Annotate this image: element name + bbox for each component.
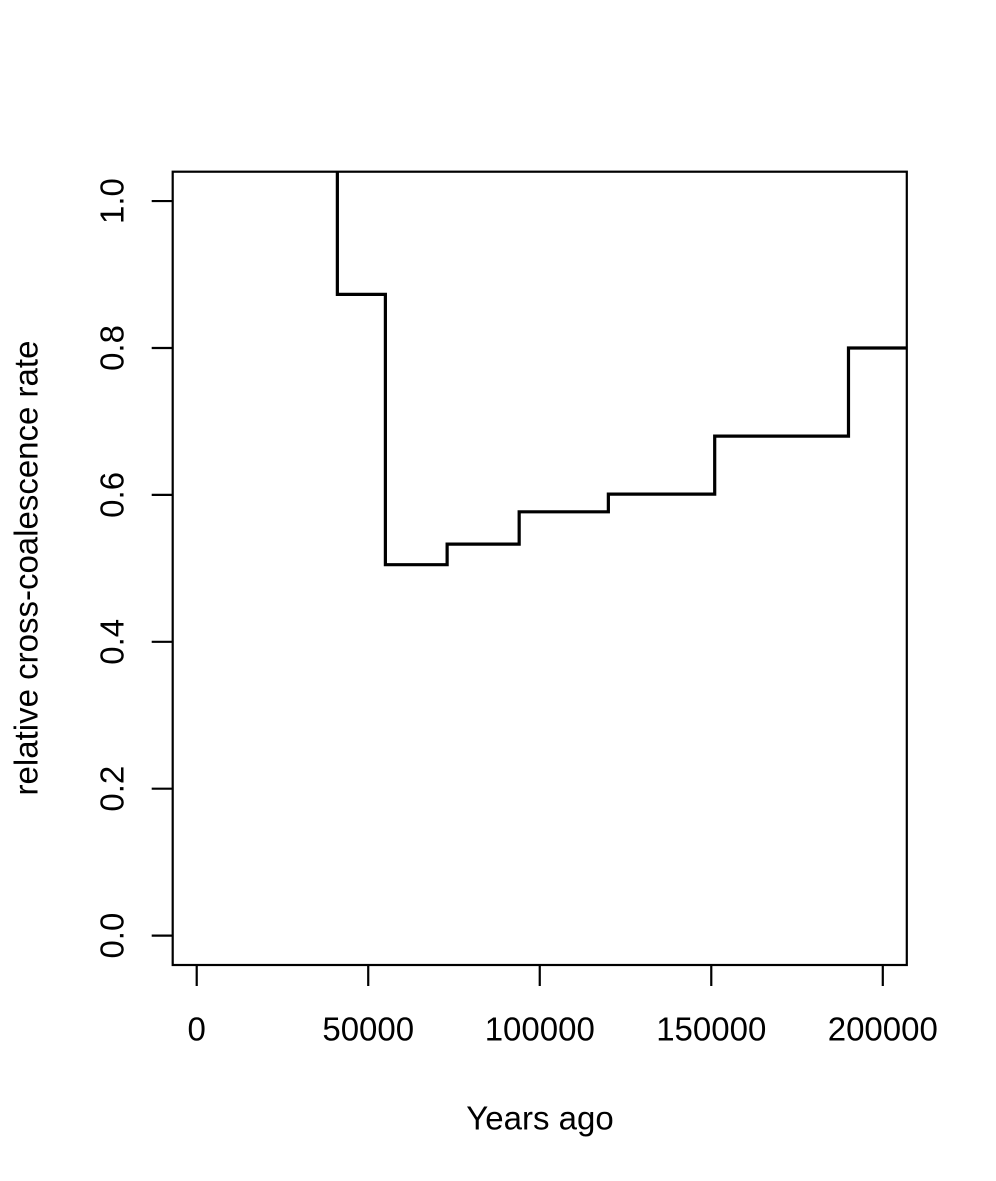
- y-tick-label: 1.0: [94, 178, 131, 224]
- y-tick-label: 0.2: [94, 766, 131, 812]
- x-tick-label: 200000: [828, 1011, 938, 1048]
- x-tick-label: 50000: [322, 1011, 414, 1048]
- y-tick-label: 0.4: [94, 619, 131, 665]
- y-tick-label: 0.0: [94, 913, 131, 959]
- step-line-series: [335, 171, 907, 567]
- y-tick-label: 0.6: [94, 472, 131, 518]
- x-tick-label: 100000: [485, 1011, 595, 1048]
- plot-border: [171, 170, 908, 967]
- x-axis-label: Years ago: [466, 1100, 613, 1137]
- x-tick-label: 0: [188, 1011, 206, 1048]
- x-axis: 0 50000 100000 150000 200000: [188, 965, 938, 1048]
- y-axis-label: relative cross-coalescence rate: [8, 341, 45, 796]
- y-axis: 0.0 0.2 0.4 0.6 0.8 1.0: [94, 178, 173, 959]
- x-tick-label: 150000: [656, 1011, 766, 1048]
- y-tick-label: 0.8: [94, 325, 131, 371]
